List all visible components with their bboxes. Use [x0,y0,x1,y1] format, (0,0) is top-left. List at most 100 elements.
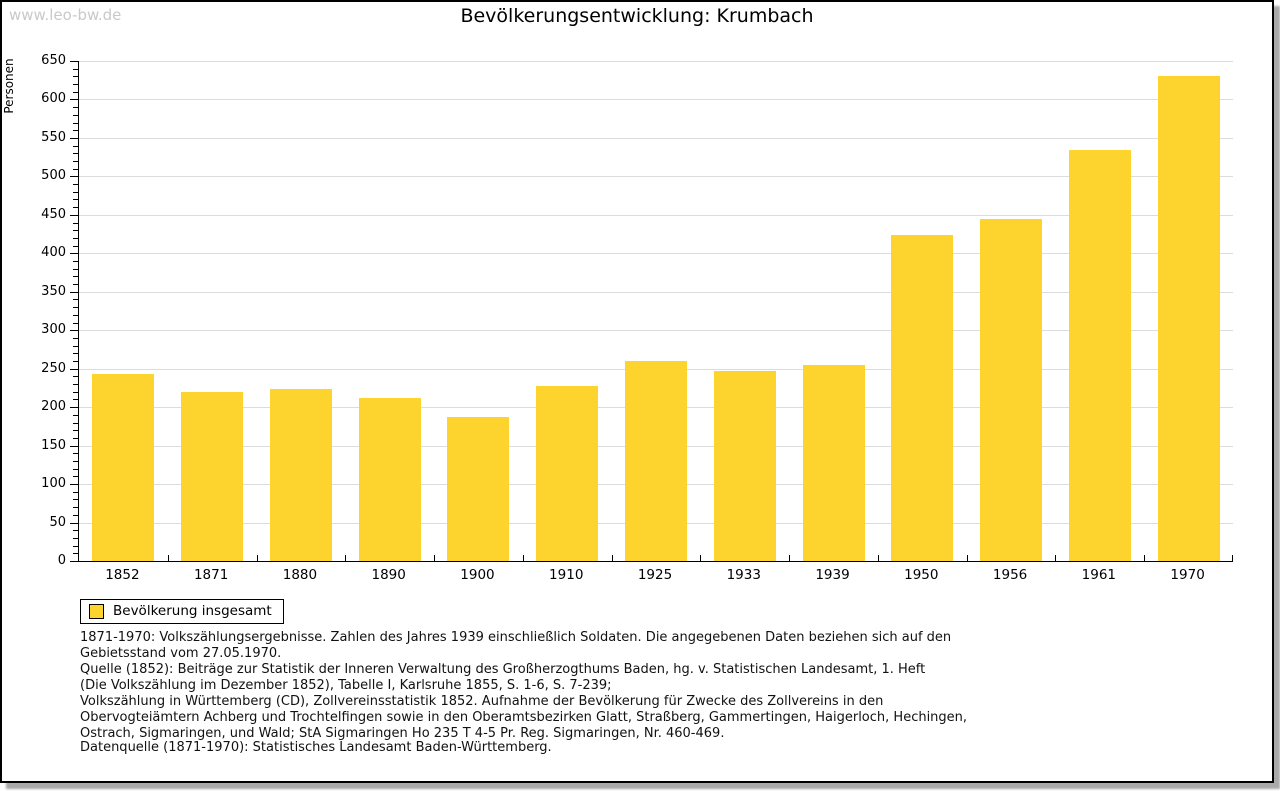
footnote-line: Quelle (1852): Beiträge zur Statistik de… [80,662,926,677]
y-tick-label: 50 [49,514,66,530]
bar-1871 [181,391,244,561]
bar-1925 [625,361,687,561]
datasource-line: Datenquelle (1871-1970): Statistisches L… [80,740,552,755]
footnotes: 1871-1970: Volkszählungsergebnisse. Zahl… [80,630,1200,742]
gridline [79,61,1233,62]
watermark: www.leo-bw.de [9,6,122,24]
y-axis-major-tick [70,522,78,524]
footnote-line: (Die Volkszählung im Dezember 1852), Tab… [80,678,612,693]
y-tick-label: 250 [41,360,66,376]
y-axis-minor-tick [73,299,78,301]
gridline [79,214,1233,216]
y-axis-minor-tick [73,461,78,462]
y-axis-minor-tick [73,476,78,478]
y-axis-title: Personen [2,58,16,114]
y-axis-minor-tick [73,245,78,247]
y-tick-label: 650 [41,53,66,68]
y-axis-minor-tick [73,207,78,209]
gridline [79,137,1233,139]
y-axis-minor-tick [73,122,78,124]
x-axis-tick [1144,555,1146,561]
footnote-line: 1871-1970: Volkszählungsergebnisse. Zahl… [80,630,952,645]
y-axis-minor-tick [73,237,78,239]
y-tick-label: 200 [41,399,66,415]
y-axis-major-tick [70,445,78,447]
y-axis-major-tick [70,291,78,293]
y-axis-minor-tick [73,168,78,170]
bar-1933 [713,371,776,561]
y-axis-major-tick [70,484,78,486]
x-axis-tick [167,555,169,561]
x-axis-tick [1055,555,1057,561]
legend: Bevölkerung insgesamt [80,599,284,624]
y-axis-minor-tick [73,491,78,493]
y-axis-major-tick [70,368,78,370]
x-tick-label: 1950 [904,567,939,583]
x-tick-label: 1925 [637,567,673,583]
bar-1939 [802,364,865,561]
footnote-line: Gebietsstand vom 27.05.1970. [80,646,282,661]
x-axis-tick [700,555,702,561]
y-axis-minor-tick [73,337,78,339]
y-tick-label: 600 [41,91,66,107]
y-axis-major-tick [70,99,78,101]
y-axis-minor-tick [73,314,78,316]
bar-1900 [447,417,510,561]
y-axis-major-tick [70,407,78,409]
y-axis-minor-tick [73,399,78,401]
x-axis-tick [522,555,524,561]
bar-1880 [269,388,332,561]
gridline [79,253,1233,255]
y-axis-minor-tick [73,91,78,93]
y-axis-minor-tick [73,499,78,501]
y-tick-label: 150 [41,437,66,453]
y-axis-minor-tick [73,514,78,516]
y-axis-minor-tick [73,468,78,470]
y-axis-minor-tick [73,507,78,509]
x-axis-tick [434,555,436,561]
x-axis-tick [256,555,258,561]
y-axis-major-tick [70,561,78,562]
y-axis-minor-tick [73,430,78,432]
y-tick-label: 400 [41,245,66,261]
y-axis-major-tick [70,253,78,255]
x-tick-label: 1852 [105,567,140,583]
bar-1890 [358,397,421,561]
y-axis-minor-tick [73,414,78,416]
y-axis-minor-tick [73,145,78,147]
y-axis-minor-tick [73,84,78,86]
y-axis-minor-tick [73,199,78,201]
y-axis-minor-tick [73,222,78,224]
x-tick-label: 1956 [992,567,1028,583]
y-axis-minor-tick [73,345,78,347]
gridline [79,330,1233,332]
y-axis-major-tick [70,176,78,178]
y-axis-minor-tick [73,384,78,386]
x-tick-label: 1890 [371,567,406,583]
y-axis-minor-tick [73,353,78,355]
x-tick-label: 1970 [1170,567,1205,583]
bar-1961 [1068,150,1131,561]
y-axis-minor-tick [73,437,78,439]
y-axis-minor-tick [73,230,78,232]
chart-title: Bevölkerungsentwicklung: Krumbach [460,5,814,27]
y-axis-minor-tick [73,68,78,70]
y-axis-minor-tick [73,130,78,132]
gridline [79,176,1233,178]
y-axis-minor-tick [73,537,78,539]
gridline [79,291,1233,293]
y-axis-minor-tick [73,114,78,116]
x-tick-label: 1933 [726,567,761,583]
x-axis-tick [877,555,879,561]
x-axis-tick [345,555,347,561]
y-tick-label: 350 [41,283,66,299]
x-tick-label: 1961 [1081,567,1117,583]
x-tick-label: 1871 [193,567,229,583]
y-axis-minor-tick [73,191,78,193]
x-tick-label: 1900 [460,567,495,583]
legend-label: Bevölkerung insgesamt [113,603,272,619]
y-axis-minor-tick [73,530,78,532]
y-axis-minor-tick [73,453,78,455]
y-axis-minor-tick [73,376,78,378]
x-axis-tick [789,555,791,561]
